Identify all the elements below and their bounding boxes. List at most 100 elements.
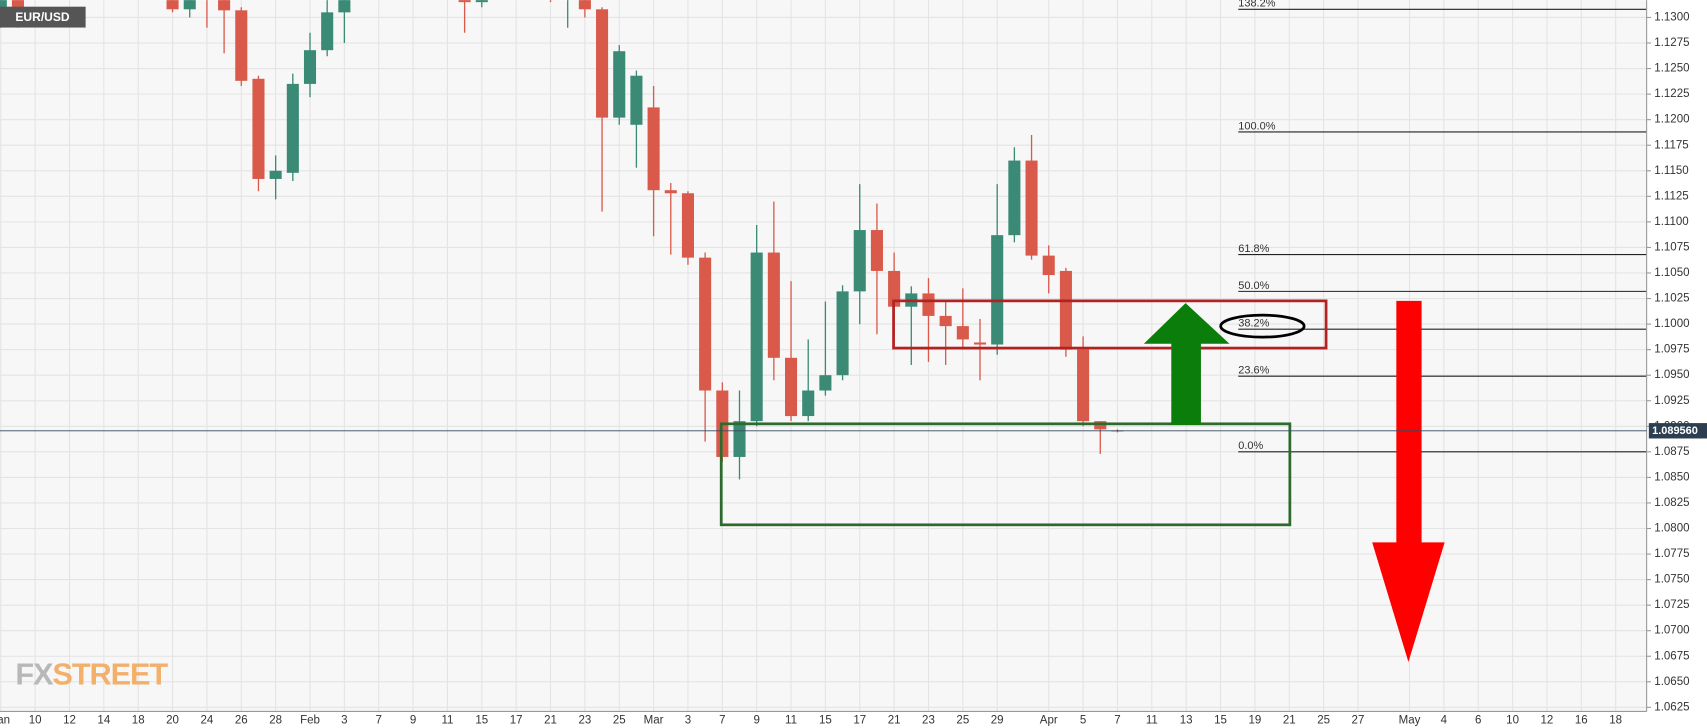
y-tick-label: 1.0750 (1654, 574, 1689, 586)
candle-body (1059, 270, 1072, 350)
candle-body (321, 12, 334, 51)
x-tick-label: 12 (1541, 714, 1554, 726)
candle-body (956, 326, 969, 340)
y-tick-label: 1.0800 (1654, 523, 1689, 535)
x-tick-label: 26 (235, 714, 248, 726)
watermark: FXSTREET (15, 656, 168, 691)
candle-body (269, 170, 282, 179)
candle-body (699, 257, 712, 391)
y-tick-label: 1.0950 (1654, 369, 1689, 381)
y-tick-label: 1.1275 (1654, 37, 1689, 49)
candle-body (1094, 421, 1107, 430)
y-tick-label: 1.0675 (1654, 650, 1689, 662)
support-box (719, 422, 1292, 527)
x-tick-label: 11 (785, 714, 797, 726)
fibonacci-levels: 138.2% 100.0% 61.8% 50.0% 38.2% 23.6% 0.0% (1238, 0, 1647, 453)
x-tick-label: 5 (1080, 714, 1086, 726)
x-tick-label: 17 (853, 714, 866, 726)
candle-body (0, 0, 7, 13)
x-tick-label: 19 (1248, 714, 1261, 726)
x-tick-label: 15 (1214, 714, 1227, 726)
x-tick-label: 7 (1114, 714, 1120, 726)
x-tick-label: 9 (410, 714, 416, 726)
y-tick-label: 1.1200 (1654, 114, 1689, 126)
watermark-fx: FX (15, 656, 54, 691)
x-tick-label: 21 (544, 714, 557, 726)
x-tick-label: Feb (300, 714, 320, 726)
axes: 1.0625 1.0650 1.0675 1.0700 1.0725 1.0750 1.07… (0, 12, 1690, 727)
x-tick-label: 17 (510, 714, 523, 726)
candle-body (578, 0, 591, 10)
x-tick-label: 14 (97, 714, 110, 726)
y-tick-label: 1.1125 (1654, 190, 1688, 202)
symbol: EUR/USD (15, 10, 70, 24)
x-tick-label: 7 (376, 714, 382, 726)
fib-label: 100.0% (1238, 120, 1275, 132)
x-tick-label: 24 (201, 714, 214, 726)
y-tick-label: 1.1000 (1654, 318, 1689, 330)
fib-label: 138.2% (1238, 0, 1275, 10)
candle-body (750, 252, 763, 422)
last-price: 1.089560 (0, 423, 1707, 439)
symbol-tag (0, 6, 86, 28)
candle-body (338, 0, 351, 13)
candle-body (681, 193, 694, 258)
x-tick-label: 27 (1352, 714, 1365, 726)
y-tick-label: 1.0725 (1654, 599, 1689, 611)
x-tick-label: 11 (1146, 714, 1158, 726)
x-tick-label: 25 (1317, 714, 1330, 726)
candle-body (303, 50, 317, 84)
x-tick-label: 4 (1441, 714, 1448, 726)
y-tick-label: 1.1250 (1654, 63, 1689, 75)
candle-body (630, 75, 643, 125)
highlight-ellipse (1219, 313, 1306, 339)
candle-body (183, 0, 196, 10)
y-tick-label: 1.1300 (1654, 12, 1689, 24)
candle-body (664, 190, 677, 194)
fib-label: 0.0% (1238, 440, 1263, 452)
x-tick-label: Apr (1040, 714, 1058, 726)
down-arrow (1372, 300, 1445, 663)
x-tick-label: 3 (685, 714, 691, 726)
last-price-tag (1648, 423, 1707, 439)
fib-label: 50.0% (1238, 280, 1269, 292)
plot-background (0, 0, 1647, 711)
y-tick-label: 1.0775 (1654, 548, 1689, 560)
x-tick-label: 28 (269, 714, 282, 726)
y-tick-label: 1.1075 (1654, 241, 1689, 253)
x-tick-label: Jan (0, 714, 10, 726)
candle-body (785, 357, 798, 417)
y-tick-label: 1.0975 (1654, 344, 1689, 356)
up-arrow (1143, 303, 1230, 425)
y-tick-label: 1.1025 (1654, 293, 1689, 305)
y-tick-label: 1.0700 (1654, 625, 1689, 637)
resistance-box (892, 299, 1328, 350)
candle-body (475, 0, 488, 3)
candle-body (991, 235, 1004, 345)
x-tick-label: May (1399, 714, 1421, 726)
candle-body (235, 10, 248, 81)
fib-label: 38.2% (1238, 318, 1269, 330)
x-tick-label: 12 (63, 714, 76, 726)
x-tick-label: 29 (991, 714, 1004, 726)
candle-body (613, 51, 626, 118)
candle-body (973, 342, 987, 345)
watermark-street: STREET (52, 656, 168, 691)
x-tick-label: 10 (29, 714, 42, 726)
candle-body (286, 83, 299, 173)
candle-body (733, 421, 746, 457)
x-tick-label: 18 (1609, 714, 1622, 726)
candle-body (1025, 160, 1038, 256)
candle-body (870, 230, 883, 271)
y-tick-label: 1.0825 (1654, 497, 1689, 509)
candle-body (853, 230, 866, 292)
x-tick-label: 23 (578, 714, 591, 726)
candle-body (11, 0, 24, 8)
x-tick-label: 9 (753, 714, 759, 726)
y-tick-label: 1.0925 (1654, 395, 1689, 407)
x-tick-label: 15 (475, 714, 488, 726)
candle-body (252, 78, 265, 179)
x-tick-label: 3 (341, 714, 347, 726)
candle-body (767, 252, 780, 358)
